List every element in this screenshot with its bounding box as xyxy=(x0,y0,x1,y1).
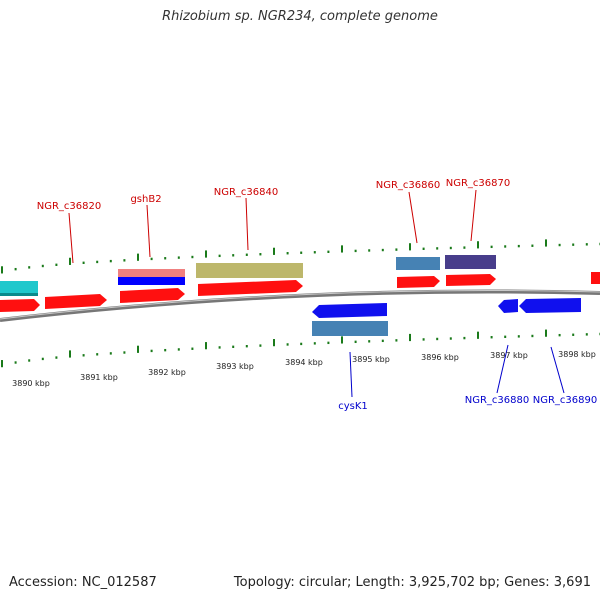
gene-bar[interactable] xyxy=(196,263,303,278)
gene-bar[interactable] xyxy=(396,257,440,270)
kbp-label: 3890 kbp xyxy=(12,379,50,388)
kbp-label: 3892 kbp xyxy=(148,368,186,377)
kbp-label: 3894 kbp xyxy=(285,358,323,367)
label-leaders xyxy=(68,189,565,398)
cds-arrow[interactable] xyxy=(0,299,40,312)
cds-arrow-reverse[interactable] xyxy=(312,303,387,318)
kbp-label: 3898 kbp xyxy=(558,350,596,359)
kbp-label: 3897 kbp xyxy=(490,351,528,360)
cds-arrow-reverse[interactable] xyxy=(498,299,518,313)
kbp-label: 3893 kbp xyxy=(216,362,254,371)
gene-label[interactable]: gshB2 xyxy=(130,194,161,205)
scale-labels: 3890 kbp 3891 kbp 3892 kbp 3893 kbp 3894… xyxy=(12,350,596,388)
lower-tick-track xyxy=(1,329,600,368)
gene-labels: NGR_c36820 gshB2 NGR_c36840 NGR_c36860 N… xyxy=(37,178,598,412)
gene-bar[interactable] xyxy=(445,255,496,269)
topology-text: Topology: circular; Length: 3,925,702 bp… xyxy=(233,575,591,590)
gene-label[interactable]: cysK1 xyxy=(338,401,368,412)
kbp-label: 3891 kbp xyxy=(80,373,118,382)
gene-label[interactable]: NGR_c36880 xyxy=(465,395,530,406)
gene-label[interactable]: NGR_c36860 xyxy=(376,180,441,191)
cds-arrow[interactable] xyxy=(446,274,496,286)
gene-label[interactable]: NGR_c36820 xyxy=(37,201,102,212)
gene-bar[interactable] xyxy=(118,277,185,285)
feature-bar[interactable] xyxy=(0,281,38,293)
gene-label[interactable]: NGR_c36870 xyxy=(446,178,511,189)
map-title: Rhizobium sp. NGR234, complete genome xyxy=(162,9,438,24)
forward-strand xyxy=(0,255,600,312)
cds-arrow[interactable] xyxy=(120,288,185,303)
reverse-strand xyxy=(312,298,581,336)
gene-bar[interactable] xyxy=(118,269,185,277)
gene-label[interactable]: NGR_c36840 xyxy=(214,187,279,198)
cds-arrow[interactable] xyxy=(198,280,303,296)
cds-arrow[interactable] xyxy=(45,294,107,309)
genome-backbone-highlight xyxy=(0,290,600,320)
cds-arrow[interactable] xyxy=(397,276,440,288)
gene-label[interactable]: NGR_c36890 xyxy=(533,395,598,406)
kbp-label: 3895 kbp xyxy=(352,355,390,364)
cds-arrow-reverse[interactable] xyxy=(519,298,581,313)
genome-backbone xyxy=(0,289,600,322)
accession-text: Accession: NC_012587 xyxy=(9,575,157,590)
cds-arrow[interactable] xyxy=(591,272,600,284)
gene-bar[interactable] xyxy=(312,321,388,336)
kbp-label: 3896 kbp xyxy=(421,353,459,362)
upper-tick-track xyxy=(1,239,600,274)
feature-bar-shadow xyxy=(0,293,38,296)
